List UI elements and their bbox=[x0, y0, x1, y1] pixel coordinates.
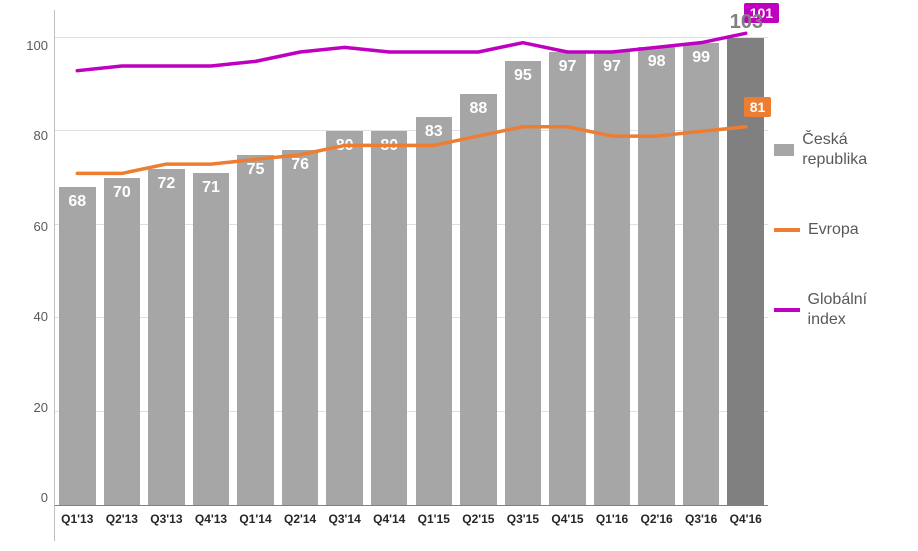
y-tick: 0 bbox=[41, 490, 48, 505]
legend-swatch-line bbox=[774, 308, 800, 312]
x-tick: Q3'15 bbox=[501, 506, 546, 541]
evropa-line bbox=[77, 127, 745, 174]
y-axis: 100 80 60 40 20 0 bbox=[10, 10, 54, 541]
x-axis: Q1'13Q2'13Q3'13Q4'13Q1'14Q2'14Q3'14Q4'14… bbox=[55, 505, 768, 541]
x-tick: Q4'14 bbox=[367, 506, 412, 541]
y-tick: 40 bbox=[34, 309, 48, 324]
x-tick: Q2'16 bbox=[634, 506, 679, 541]
x-tick: Q1'14 bbox=[233, 506, 278, 541]
legend: Česká republika Evropa Globální index bbox=[768, 10, 918, 541]
legend-label: Česká republika bbox=[802, 130, 908, 170]
legend-label: Globální index bbox=[808, 290, 908, 330]
plot: 687072717576808083889597979899 10181 103… bbox=[54, 10, 768, 541]
x-tick: Q1'16 bbox=[590, 506, 635, 541]
evropa-end-badge: 81 bbox=[744, 97, 772, 117]
legend-item: Globální index bbox=[774, 290, 908, 330]
legend-swatch-line bbox=[774, 228, 800, 232]
x-tick: Q4'13 bbox=[189, 506, 234, 541]
x-tick: Q3'14 bbox=[322, 506, 367, 541]
y-tick: 60 bbox=[34, 219, 48, 234]
legend-swatch-bar bbox=[774, 144, 794, 156]
y-tick: 80 bbox=[34, 128, 48, 143]
legend-label: Evropa bbox=[808, 220, 859, 240]
x-tick: Q2'14 bbox=[278, 506, 323, 541]
last-bar-value-label: 103 bbox=[730, 11, 763, 34]
lines-group bbox=[55, 38, 768, 505]
x-tick: Q1'15 bbox=[412, 506, 457, 541]
x-tick: Q4'16 bbox=[723, 506, 768, 541]
x-tick: Q3'16 bbox=[679, 506, 724, 541]
x-tick: Q1'13 bbox=[55, 506, 100, 541]
x-tick: Q2'13 bbox=[100, 506, 145, 541]
chart-container: 100 80 60 40 20 0 687072717576808083889597979… bbox=[0, 0, 918, 551]
x-tick: Q3'13 bbox=[144, 506, 189, 541]
global-line bbox=[77, 33, 745, 70]
legend-item: Evropa bbox=[774, 220, 908, 240]
x-tick: Q4'15 bbox=[545, 506, 590, 541]
x-tick: Q2'15 bbox=[456, 506, 501, 541]
y-tick: 100 bbox=[26, 38, 48, 53]
y-tick: 20 bbox=[34, 400, 48, 415]
legend-item: Česká republika bbox=[774, 130, 908, 170]
chart-area: 100 80 60 40 20 0 687072717576808083889597979… bbox=[10, 10, 768, 541]
